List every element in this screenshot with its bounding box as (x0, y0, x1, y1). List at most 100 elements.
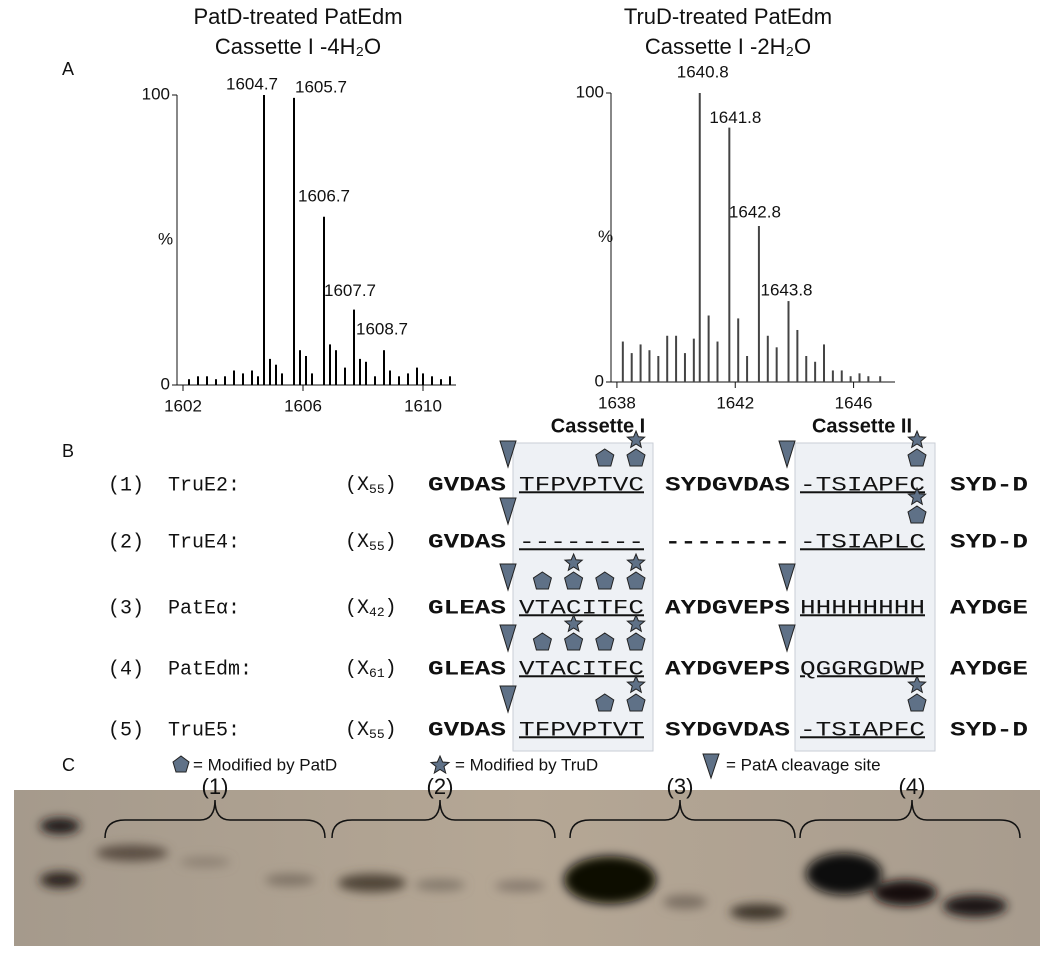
trud-mark (626, 429, 646, 449)
count-prefix: (X (345, 719, 369, 742)
gel-background (14, 790, 1040, 946)
triangle-icon (702, 753, 720, 780)
count-suffix: ) (385, 597, 397, 620)
sequence-cassette1: -------- (519, 531, 644, 554)
y-axis-label: % (598, 227, 613, 246)
count-prefix: (X (345, 597, 369, 620)
trud-mark (907, 674, 927, 694)
patd-mark (626, 693, 646, 712)
patd-mark (626, 448, 646, 467)
x-tick-label: 1638 (598, 393, 636, 412)
sequence-linker: SYDGVDAS (665, 719, 790, 742)
sequence-tail: SYD-D (950, 474, 1028, 497)
count-suffix: ) (385, 719, 397, 742)
sequence-cassette2: -TSIAPFC (800, 719, 925, 742)
count-prefix: (X (345, 658, 369, 681)
patd-mark (626, 571, 646, 590)
count-subscript: 55 (369, 539, 385, 554)
y-axis-label: % (158, 229, 173, 248)
row-number: (5) (108, 719, 144, 742)
x-tick-label: 1646 (835, 393, 873, 412)
sequence-cassette2: HHHHHHHH (800, 597, 925, 620)
sequence-alignment: Cassette I Cassette II (1) TruE2: (X55) GVD… (108, 415, 1028, 752)
legend-text: = Modified by PatD (193, 755, 337, 774)
leader-length: (X61) (345, 658, 397, 681)
lane-group-label: (3) (667, 774, 694, 799)
patd-mark (595, 448, 615, 467)
patd-mark (532, 571, 552, 590)
patd-mark (907, 693, 927, 712)
patd-mark (532, 632, 552, 651)
patd-mark (907, 505, 927, 524)
patd-mark (595, 571, 615, 590)
cleavage-triangle (778, 440, 796, 469)
patd-mark (595, 693, 615, 712)
y-tick-label: 100 (576, 82, 604, 101)
count-suffix: ) (385, 474, 397, 497)
peak-label: 1606.7 (298, 186, 350, 205)
chart-title: PatD-treated PatEdm (193, 4, 402, 29)
sequence-cassette2: -TSIAPFC (800, 474, 925, 497)
count-subscript: 61 (369, 666, 385, 681)
sequence-tail: SYD-D (950, 531, 1028, 554)
patd-mark (907, 448, 927, 467)
peak-label: 1607.7 (324, 281, 376, 300)
x-tick-label: 1602 (164, 396, 202, 415)
sequence-linker: AYDGVEPS (665, 658, 790, 681)
patd-mark (595, 632, 615, 651)
sequence-linker: -------- (665, 531, 790, 554)
pentagon-icon (172, 755, 190, 773)
row-name: PatEdm: (168, 658, 252, 681)
trud-mark (626, 613, 646, 633)
row-name: TruE2: (168, 474, 240, 497)
sequence-cassette1: VTACITFC (519, 658, 644, 681)
count-subscript: 42 (369, 605, 385, 620)
braces (104, 799, 1021, 839)
legend: = Modified by PatD = Modified by TruD = … (172, 753, 881, 780)
cleavage-triangle (499, 563, 517, 592)
sequence-leader: GLEAS (428, 597, 506, 620)
panel-label: C (62, 755, 75, 775)
leader-length: (X42) (345, 597, 397, 620)
y-tick-label: 0 (595, 371, 604, 390)
count-prefix: (X (345, 531, 369, 554)
sequence-leader: GLEAS (428, 658, 506, 681)
peak-label: 1640.8 (677, 62, 729, 81)
trud-mark (563, 552, 584, 572)
patd-mark (564, 571, 584, 590)
trud-mark (907, 486, 927, 506)
chart-subtitle: Cassette I -4H₂O (215, 34, 381, 59)
leader-length: (X55) (345, 719, 397, 742)
y-tick-label: 100 (142, 84, 170, 103)
cleavage-triangle (499, 440, 517, 469)
cleavage-triangle (499, 685, 517, 714)
count-suffix: ) (385, 531, 397, 554)
trud-mark (626, 674, 646, 694)
cleavage-triangle (499, 624, 517, 653)
chart-subtitle: Cassette I -2H₂O (645, 34, 811, 59)
sequence-tail: AYDGE (950, 658, 1028, 681)
lane-group-label: (1) (202, 774, 229, 799)
patd-mark (564, 632, 584, 651)
leader-length: (X55) (345, 474, 397, 497)
row-name: TruE4: (168, 531, 240, 554)
gel-bands (40, 818, 1007, 920)
sequence-cassette2: -TSIAPLC (800, 531, 925, 554)
count-suffix: ) (385, 658, 397, 681)
peak-label: 1608.7 (356, 320, 408, 339)
star-icon (429, 754, 451, 775)
legend-text: = Modified by TruD (455, 755, 598, 774)
patd-mark (626, 632, 646, 651)
panel-label: A (62, 59, 74, 79)
count-subscript: 55 (369, 727, 385, 742)
row-number: (1) (108, 474, 144, 497)
x-tick-label: 1642 (716, 393, 754, 412)
cleavage-triangle (778, 624, 796, 653)
chart-title: TruD-treated PatEdm (624, 4, 832, 29)
count-subscript: 55 (369, 482, 385, 497)
row-number: (3) (108, 597, 144, 620)
leader-length: (X55) (345, 531, 397, 554)
lane-group-label: (2) (427, 774, 454, 799)
sequence-leader: GVDAS (428, 531, 506, 554)
peak-label: 1641.8 (709, 108, 761, 127)
